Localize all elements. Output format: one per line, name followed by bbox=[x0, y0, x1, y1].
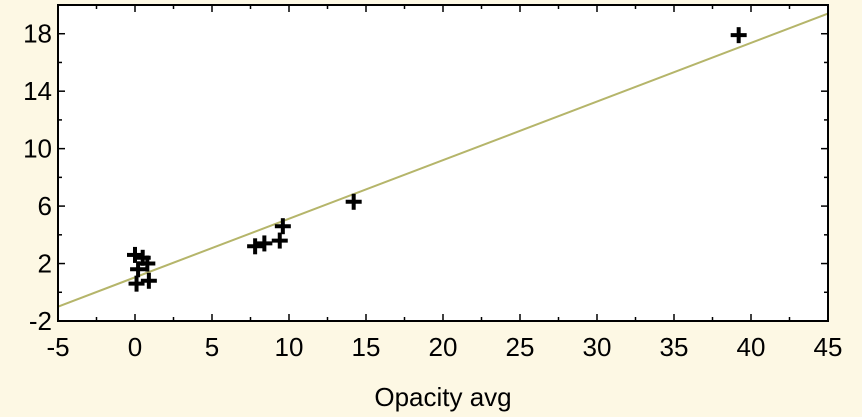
data-point-3 bbox=[139, 255, 156, 272]
data-point-8 bbox=[271, 232, 288, 249]
plot-area bbox=[58, 5, 828, 321]
x-tick-label: 5 bbox=[205, 332, 219, 362]
x-tick-label: 25 bbox=[506, 332, 535, 362]
y-tick-label: 10 bbox=[23, 134, 52, 164]
x-tick-label: -5 bbox=[46, 332, 69, 362]
data-point-5 bbox=[140, 272, 157, 289]
data-point-10 bbox=[345, 193, 362, 210]
x-tick-label: 30 bbox=[583, 332, 612, 362]
x-tick-label: 40 bbox=[737, 332, 766, 362]
fit-line bbox=[57, 12, 829, 308]
data-point-1 bbox=[130, 261, 147, 278]
data-point-0 bbox=[127, 246, 143, 263]
data-point-6 bbox=[247, 238, 264, 255]
y-tick-label: 2 bbox=[38, 249, 52, 279]
x-tick-label: 45 bbox=[814, 332, 843, 362]
data-point-9 bbox=[274, 218, 291, 235]
data-point-11 bbox=[730, 27, 747, 44]
x-tick-label: 35 bbox=[660, 332, 689, 362]
data-point-7 bbox=[256, 235, 273, 252]
x-tick-label: 20 bbox=[429, 332, 458, 362]
y-tick-label: -2 bbox=[29, 306, 52, 336]
data-point-4 bbox=[128, 275, 145, 292]
y-tick-label: 14 bbox=[23, 76, 52, 106]
x-tick-label: 0 bbox=[128, 332, 142, 362]
x-axis-title: Opacity avg bbox=[374, 382, 511, 412]
plot-frame bbox=[57, 4, 829, 322]
y-tick-label: 18 bbox=[23, 19, 52, 49]
x-tick-label: 15 bbox=[352, 332, 381, 362]
y-tick-label: 6 bbox=[38, 191, 52, 221]
x-tick-label: 10 bbox=[275, 332, 304, 362]
